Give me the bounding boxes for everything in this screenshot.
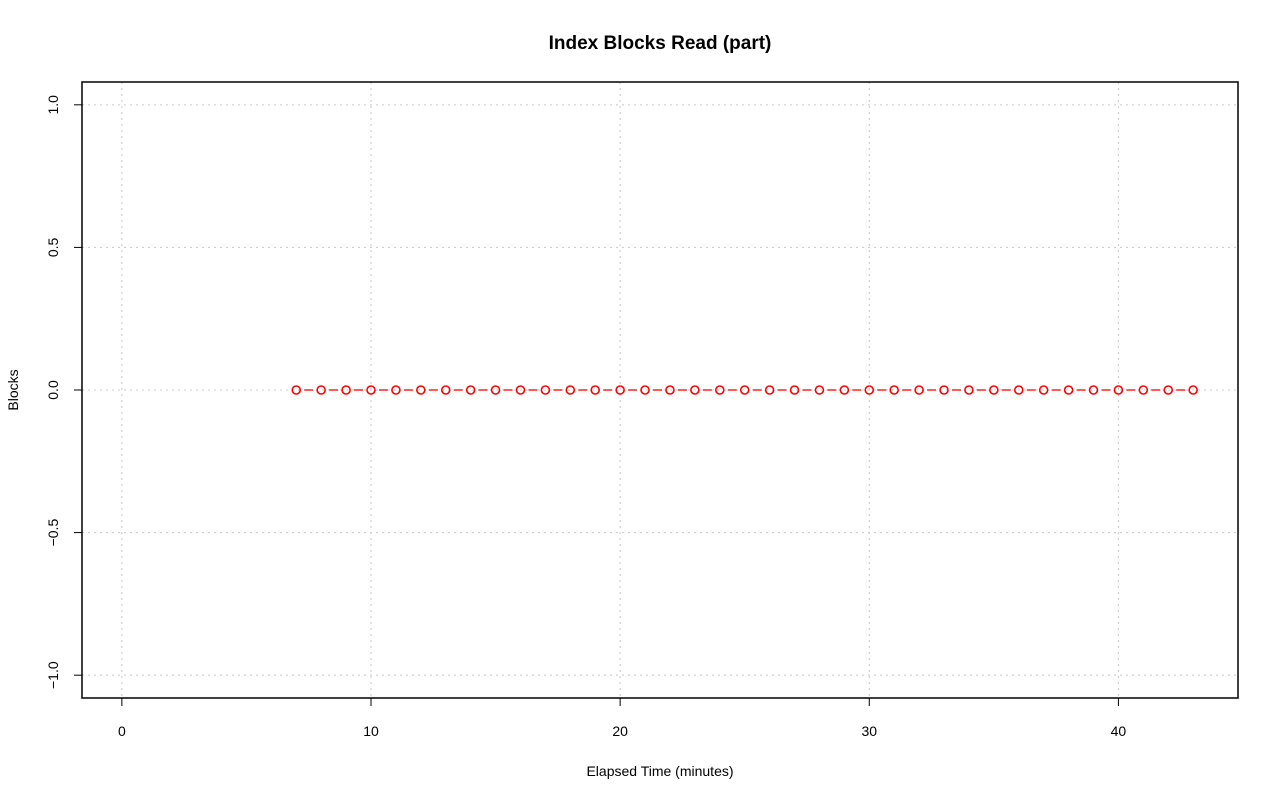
series-layer [291,385,1198,395]
data-point [839,385,850,395]
data-point [391,385,401,395]
data-point [1088,385,1099,395]
data-point [739,385,750,395]
data-point [640,385,650,395]
x-tick-label: 10 [363,723,379,739]
data-point [291,385,302,395]
data-point [515,385,526,395]
data-point [764,385,775,395]
data-point [316,385,326,395]
data-point [565,385,576,395]
x-tick-label: 40 [1111,723,1127,739]
x-tick-label: 0 [118,723,126,739]
data-point [440,385,451,395]
data-point [366,385,376,395]
data-point [939,385,949,395]
data-point [465,385,476,395]
data-point [590,385,601,395]
data-point [814,385,825,395]
y-tick-label: −1.0 [45,661,61,689]
data-point [1063,385,1074,395]
x-tick-label: 30 [861,723,877,739]
x-tick-label: 20 [612,723,628,739]
data-point [914,385,924,395]
data-point [341,385,351,395]
data-point [690,385,700,395]
data-point [714,385,725,395]
chart-title: Index Blocks Read (part) [549,33,772,54]
data-point [1163,385,1174,395]
axes: 0 10 20 30 40 −1.0 −0.5 0.0 0.5 1.0 [45,95,1126,739]
y-tick-label: 0.0 [45,380,61,400]
data-point [615,385,625,395]
data-point [1188,385,1198,395]
data-point [1038,385,1049,395]
data-point [490,385,501,395]
data-point [864,385,875,395]
data-series [291,385,1198,395]
data-point [789,385,800,395]
data-point [1113,385,1124,395]
data-point [1013,385,1024,395]
data-point [1138,385,1149,395]
data-point [665,385,675,395]
data-point [989,385,999,395]
y-tick-label: 1.0 [45,95,61,115]
y-axis-label: Blocks [5,369,21,410]
y-tick-label: −0.5 [45,519,61,547]
data-point [889,385,899,395]
y-tick-label: 0.5 [45,237,61,257]
x-axis-label: Elapsed Time (minutes) [586,763,733,779]
data-point [964,385,974,395]
data-point [416,385,426,395]
data-point [540,385,551,395]
